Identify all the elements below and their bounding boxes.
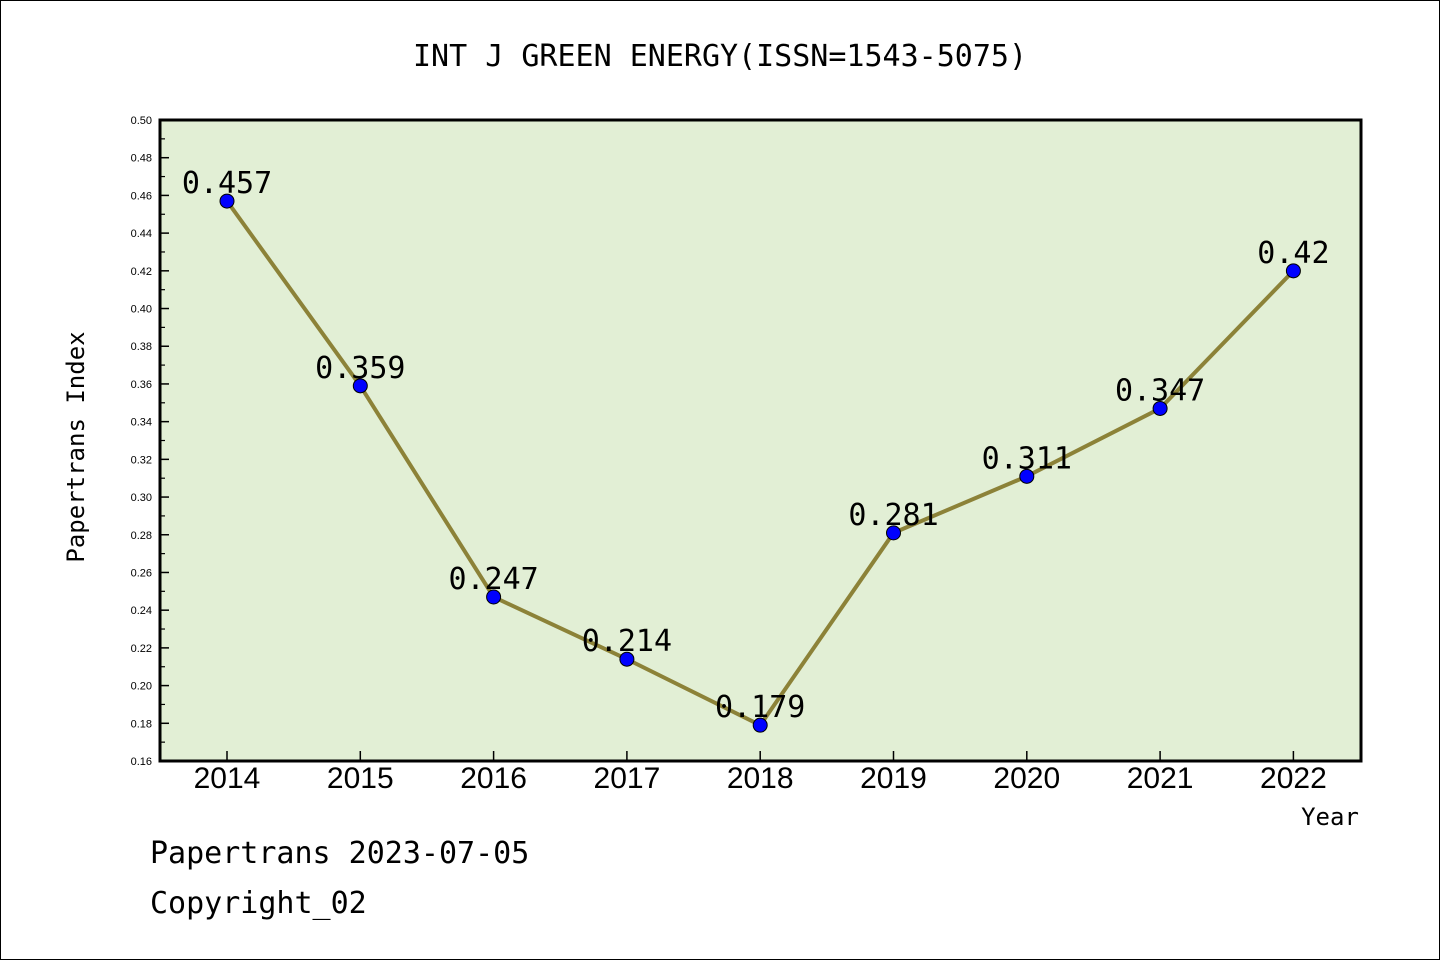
y-tick-label: 0.28 [131, 530, 152, 542]
data-point [752, 717, 768, 733]
y-tick-label: 0.18 [131, 718, 152, 730]
data-point [352, 378, 368, 394]
y-tick-label: 0.38 [131, 341, 152, 353]
x-tick-label: 2019 [860, 762, 927, 795]
y-axis-label: Papertrans Index [62, 331, 90, 562]
chart-title: INT J GREEN ENERGY(ISSN=1543-5075) [413, 39, 1027, 74]
data-point [886, 525, 901, 541]
y-tick-label: 0.46 [131, 190, 152, 202]
y-tick-label: 0.32 [131, 454, 152, 466]
data-point [1019, 468, 1035, 484]
y-tick-label: 0.44 [131, 228, 152, 240]
x-tick-label: 2017 [594, 762, 661, 795]
x-tick-label: 2016 [460, 762, 527, 795]
x-axis: 2014 2015 2016 2017 2018 2019 2020 2021 2022 [194, 751, 1327, 795]
data-label: 0.311 [982, 441, 1072, 476]
data-label: 0.457 [182, 166, 272, 201]
x-tick-label: 2014 [194, 762, 261, 795]
x-tick-label: 2018 [727, 762, 794, 795]
data-point [619, 651, 635, 667]
y-tick-label: 0.50 [131, 115, 152, 127]
x-tick-label: 2022 [1260, 762, 1327, 795]
y-tick-label: 0.24 [131, 605, 152, 617]
data-label: 0.347 [1115, 373, 1205, 408]
y-tick-label: 0.20 [131, 681, 152, 693]
y-tick-label: 0.26 [131, 567, 152, 579]
data-label: 0.214 [582, 624, 672, 659]
x-axis-label: Year [1301, 803, 1359, 831]
y-tick-label: 0.42 [131, 266, 152, 278]
data-label: 0.42 [1257, 236, 1329, 271]
data-point [219, 193, 235, 209]
data-label: 0.179 [715, 690, 805, 725]
series-markers [219, 193, 1301, 733]
x-tick-label: 2021 [1127, 762, 1194, 795]
data-point [486, 589, 502, 605]
x-tick-label: 2015 [327, 762, 394, 795]
plot-area [158, 118, 1363, 763]
y-tick-label: 0.22 [131, 643, 152, 655]
footer-date: Papertrans 2023-07-05 [150, 836, 530, 871]
data-label: 0.281 [848, 498, 938, 533]
data-point [1152, 400, 1168, 416]
x-tick-label: 2020 [993, 762, 1060, 795]
y-tick-label: 0.40 [131, 304, 152, 316]
data-point [1285, 263, 1301, 279]
y-tick-label: 0.30 [131, 492, 152, 504]
footer-copyright: Copyright_02 [150, 886, 367, 921]
y-tick-label: 0.36 [131, 379, 152, 391]
y-tick-label: 0.16 [131, 756, 152, 768]
data-label: 0.247 [448, 562, 538, 597]
y-axis: 0.16 0.18 0.20 0.22 0.24 0.26 0.28 0.30 0.32 0.34… [131, 115, 169, 768]
data-label: 0.359 [315, 351, 405, 386]
y-tick-label: 0.34 [131, 417, 152, 429]
y-tick-label: 0.48 [131, 153, 152, 165]
data-labels: 0.457 0.359 0.247 0.214 0.179 0.281 0.311 0.347… [182, 166, 1330, 725]
